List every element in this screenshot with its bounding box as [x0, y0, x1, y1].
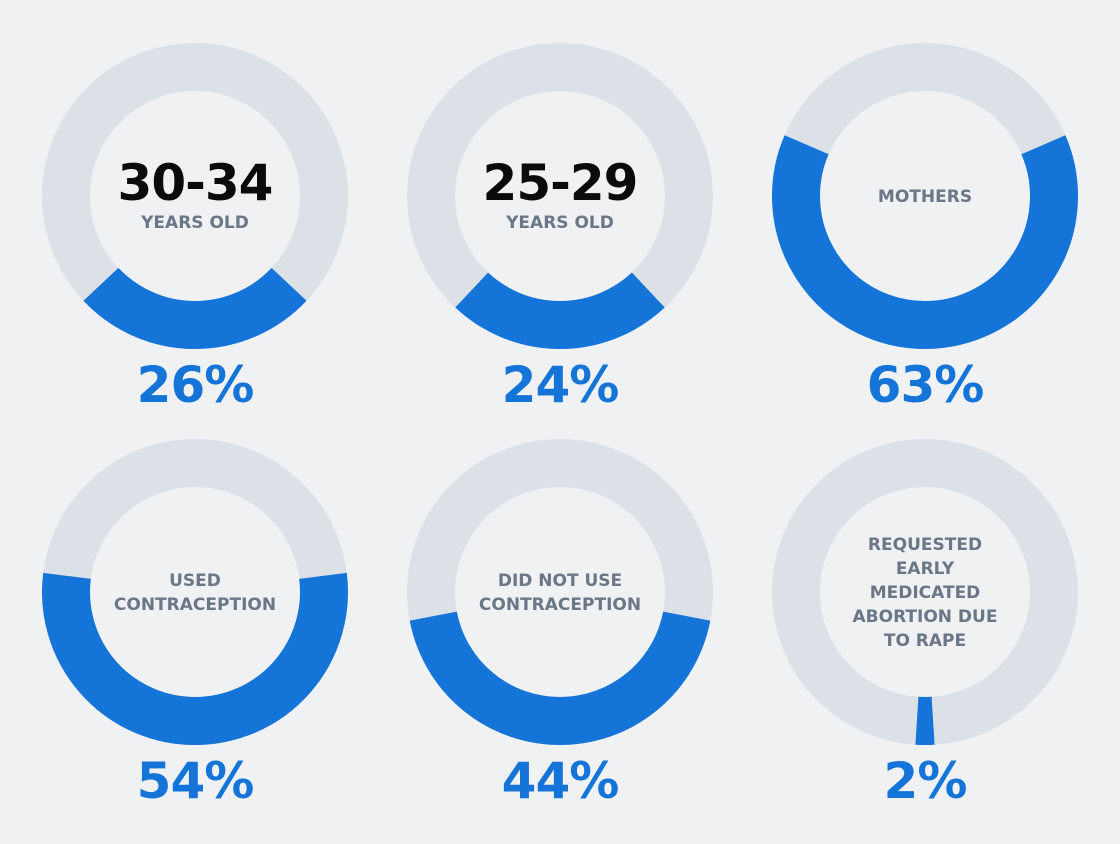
donut-value-label: 26%: [137, 356, 254, 414]
donut-label: CONTRACEPTION: [114, 595, 276, 615]
donut-label: MOTHERS: [878, 187, 972, 207]
donut-heading: 30-34: [118, 154, 273, 212]
donut-label: USED: [169, 571, 221, 591]
donut-chart-4: USED CONTRACEPTION 54%: [42, 439, 348, 810]
donut-chart-6: REQUESTED EARLY MEDICATED ABORTION DUE TO RA…: [772, 439, 1078, 810]
donut-label: YEARS OLD: [505, 213, 614, 233]
donut-label: CONTRACEPTION: [479, 595, 641, 615]
donut-label: ABORTION DUE: [853, 607, 998, 627]
donut-value-label: 44%: [502, 752, 619, 810]
donut-label: MEDICATED: [870, 583, 981, 603]
donut-value-label: 63%: [867, 356, 984, 414]
donut-label: TO RAPE: [884, 631, 966, 651]
donut-slice: [42, 572, 348, 745]
donut-label: REQUESTED: [868, 535, 982, 555]
donut-label: EARLY: [896, 559, 955, 579]
donut-slice: [772, 135, 1078, 349]
donut-chart-3: MOTHERS 63%: [772, 43, 1078, 414]
donut-chart-5: DID NOT USE CONTRACEPTION 44%: [407, 439, 713, 810]
donut-value-label: 2%: [884, 752, 967, 810]
donut-value-label: 24%: [502, 356, 619, 414]
donut-label: DID NOT USE: [498, 571, 622, 591]
donut-slice: [455, 272, 665, 349]
donut-slice: [83, 267, 307, 349]
donut-label: YEARS OLD: [140, 213, 249, 233]
donut-heading: 25-29: [483, 154, 638, 212]
donut-value-label: 54%: [137, 752, 254, 810]
donut-slice: [409, 611, 711, 746]
